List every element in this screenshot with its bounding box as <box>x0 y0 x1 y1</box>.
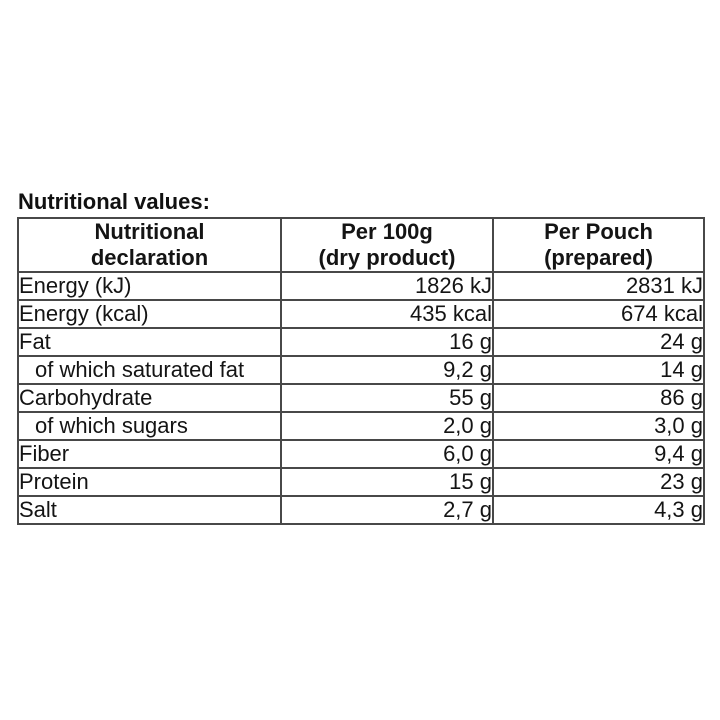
table-row-carbohydrate: Carbohydrate 55 g 86 g <box>17 383 705 413</box>
table-row-energy-kcal: Energy (kcal) 435 kcal 674 kcal <box>17 299 705 329</box>
per-pouch-value-cell: 86 g <box>492 383 705 413</box>
page-title: Nutritional values: <box>18 189 210 214</box>
column-header-line1: Nutritional <box>94 219 205 244</box>
per-pouch-value-cell: 24 g <box>492 327 705 357</box>
per-pouch-value-cell: 4,3 g <box>492 495 705 525</box>
per-100g-value-cell: 435 kcal <box>280 299 494 329</box>
per-pouch-value-cell: 23 g <box>492 467 705 497</box>
nutrition-table: Nutritional declaration Per 100g (dry pr… <box>17 217 705 525</box>
table-row-fat: Fat 16 g 24 g <box>17 327 705 357</box>
table-row-sugars: of which sugars 2,0 g 3,0 g <box>17 411 705 441</box>
column-header-line1: Per 100g <box>341 219 433 244</box>
table-row-energy-kj: Energy (kJ) 1826 kJ 2831 kJ <box>17 271 705 301</box>
row-label-cell: Fat <box>17 327 282 357</box>
per-100g-value-cell: 9,2 g <box>280 355 494 385</box>
column-header-line2: (prepared) <box>544 245 653 270</box>
row-label-cell: Energy (kcal) <box>17 299 282 329</box>
column-header-per-pouch: Per Pouch (prepared) <box>492 217 705 273</box>
per-100g-value-cell: 16 g <box>280 327 494 357</box>
table-row-salt: Salt 2,7 g 4,3 g <box>17 495 705 525</box>
table-header-row: Nutritional declaration Per 100g (dry pr… <box>17 217 705 273</box>
per-100g-value-cell: 1826 kJ <box>280 271 494 301</box>
table-row-fiber: Fiber 6,0 g 9,4 g <box>17 439 705 469</box>
per-pouch-value-cell: 9,4 g <box>492 439 705 469</box>
per-pouch-value-cell: 2831 kJ <box>492 271 705 301</box>
row-label-cell: of which saturated fat <box>17 355 282 385</box>
table-row-saturated-fat: of which saturated fat 9,2 g 14 g <box>17 355 705 385</box>
row-label-cell: Energy (kJ) <box>17 271 282 301</box>
column-header-line1: Per Pouch <box>544 219 653 244</box>
row-label-cell: of which sugars <box>17 411 282 441</box>
row-label-cell: Protein <box>17 467 282 497</box>
row-label-cell: Fiber <box>17 439 282 469</box>
per-100g-value-cell: 6,0 g <box>280 439 494 469</box>
per-100g-value-cell: 2,7 g <box>280 495 494 525</box>
row-label-cell: Salt <box>17 495 282 525</box>
column-header-line2: (dry product) <box>318 245 456 270</box>
column-header-per-100g: Per 100g (dry product) <box>280 217 494 273</box>
per-100g-value-cell: 55 g <box>280 383 494 413</box>
column-header-declaration: Nutritional declaration <box>17 217 282 273</box>
per-100g-value-cell: 15 g <box>280 467 494 497</box>
table-row-protein: Protein 15 g 23 g <box>17 467 705 497</box>
per-pouch-value-cell: 14 g <box>492 355 705 385</box>
row-label-cell: Carbohydrate <box>17 383 282 413</box>
per-pouch-value-cell: 674 kcal <box>492 299 705 329</box>
per-pouch-value-cell: 3,0 g <box>492 411 705 441</box>
per-100g-value-cell: 2,0 g <box>280 411 494 441</box>
column-header-line2: declaration <box>90 245 209 270</box>
